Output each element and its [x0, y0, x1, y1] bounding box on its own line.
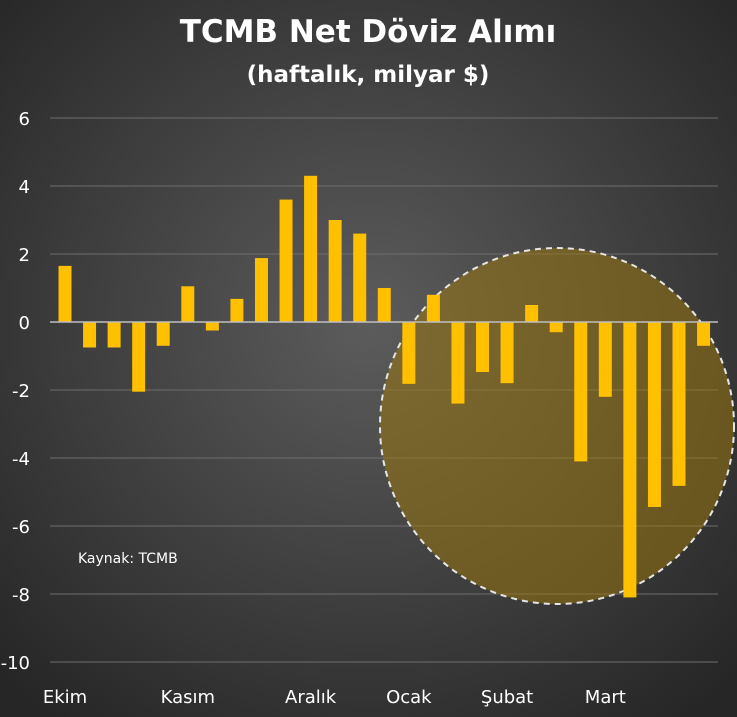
bar — [254, 258, 268, 322]
bar — [476, 322, 490, 372]
x-tick-label: Mart — [585, 687, 626, 708]
bar — [156, 322, 170, 346]
y-axis-ticks: 6 4 2 0 -2 -4 -6 -8 -10 — [1, 109, 30, 674]
bar — [353, 233, 367, 322]
bar — [598, 322, 612, 397]
bar — [697, 322, 711, 346]
x-tick-label: Ekim — [43, 687, 87, 708]
x-tick-label: Ocak — [386, 687, 432, 708]
bar — [132, 322, 146, 392]
bar — [451, 322, 465, 404]
bar — [549, 322, 563, 333]
chart-title: TCMB Net Döviz Alımı — [180, 14, 557, 50]
bar — [402, 322, 416, 384]
y-tick-label: 2 — [19, 245, 30, 266]
bar — [304, 175, 318, 322]
highlight-circle — [379, 247, 735, 605]
bar — [525, 305, 539, 322]
bar — [58, 265, 72, 322]
bar — [181, 286, 195, 322]
chart-subtitle: (haftalık, milyar $) — [247, 62, 490, 88]
x-tick-label: Şubat — [481, 687, 533, 708]
x-tick-label: Aralık — [285, 687, 337, 708]
bar — [279, 199, 293, 322]
bar — [623, 322, 637, 598]
bar — [328, 220, 342, 322]
y-tick-label: 0 — [19, 313, 30, 334]
bar — [426, 294, 440, 322]
y-tick-label: 4 — [19, 177, 30, 198]
y-tick-label: -4 — [12, 449, 30, 470]
x-tick-label: Kasım — [161, 687, 215, 708]
bar — [205, 322, 219, 331]
bar — [647, 322, 661, 507]
bar — [83, 322, 97, 348]
y-tick-label: 6 — [19, 109, 30, 130]
bar — [574, 322, 588, 462]
y-tick-label: -10 — [1, 653, 30, 674]
bar — [107, 322, 121, 348]
bar — [377, 288, 391, 322]
y-tick-label: -6 — [12, 517, 30, 538]
bars — [58, 175, 711, 598]
bar — [500, 322, 514, 384]
y-tick-label: -8 — [12, 585, 30, 606]
bar — [672, 322, 686, 486]
bar — [230, 298, 244, 322]
x-axis-labels: Ekim Kasım Aralık Ocak Şubat Mart — [43, 687, 626, 708]
y-tick-label: -2 — [12, 381, 30, 402]
source-note: Kaynak: TCMB — [78, 551, 178, 567]
